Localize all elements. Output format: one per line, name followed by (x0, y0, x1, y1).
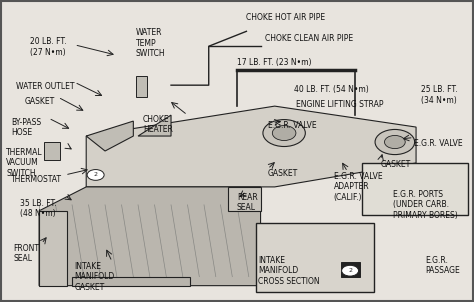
Text: FRONT
SEAL: FRONT SEAL (13, 244, 39, 263)
Text: BY-PASS
HOSE: BY-PASS HOSE (11, 118, 41, 137)
Text: 35 LB. FT.
(48 N•m): 35 LB. FT. (48 N•m) (20, 199, 57, 218)
Text: CHOKE CLEAN AIR PIPE: CHOKE CLEAN AIR PIPE (265, 34, 354, 43)
Text: WATER OUTLET: WATER OUTLET (16, 82, 74, 91)
Text: THERMOSTAT: THERMOSTAT (11, 175, 62, 184)
Text: INTAKE
MANIFOLD
GASKET: INTAKE MANIFOLD GASKET (74, 262, 115, 291)
Polygon shape (138, 115, 171, 136)
Circle shape (87, 169, 104, 180)
Text: CHOKE HOT AIR PIPE: CHOKE HOT AIR PIPE (246, 13, 326, 22)
Text: E.G.R. VALVE: E.G.R. VALVE (414, 139, 462, 148)
Text: E.G.R. PORTS
(UNDER CARB.
PRIMARY BORES): E.G.R. PORTS (UNDER CARB. PRIMARY BORES) (392, 190, 457, 220)
Text: THERMAL
VACUUM
SWITCH: THERMAL VACUUM SWITCH (6, 148, 43, 178)
Bar (136, 76, 147, 97)
Text: 2: 2 (94, 172, 98, 178)
Polygon shape (72, 277, 190, 286)
Text: 20 LB. FT.
(27 N•m): 20 LB. FT. (27 N•m) (30, 37, 66, 57)
Circle shape (263, 120, 305, 146)
Text: WATER
TEMP
SWITCH: WATER TEMP SWITCH (136, 28, 165, 58)
Circle shape (342, 265, 358, 276)
Text: E.G.R. VALVE
ADAPTER
(CALIF.): E.G.R. VALVE ADAPTER (CALIF.) (334, 172, 382, 202)
Polygon shape (86, 121, 133, 151)
Circle shape (375, 130, 415, 155)
Text: REAR
SEAL: REAR SEAL (237, 193, 258, 212)
Circle shape (384, 135, 405, 149)
Bar (44, 142, 60, 160)
Polygon shape (39, 211, 67, 286)
Text: E.G.R. VALVE: E.G.R. VALVE (268, 121, 316, 130)
Polygon shape (86, 106, 416, 187)
Text: GASKET: GASKET (268, 169, 298, 178)
Polygon shape (39, 187, 261, 286)
Text: ENGINE LIFTING STRAP: ENGINE LIFTING STRAP (296, 100, 383, 109)
Text: 40 LB. FT. (54 N•m): 40 LB. FT. (54 N•m) (293, 85, 368, 94)
Bar (256, 223, 374, 292)
Bar (362, 163, 468, 215)
Text: CHOKE
HEATER: CHOKE HEATER (143, 115, 173, 134)
Bar (341, 262, 359, 277)
Text: INTAKE
MANIFOLD
CROSS SECTION: INTAKE MANIFOLD CROSS SECTION (258, 256, 320, 285)
Circle shape (273, 126, 296, 140)
Text: GASKET: GASKET (25, 97, 55, 106)
Text: 2: 2 (348, 268, 352, 273)
Text: GASKET: GASKET (381, 160, 411, 169)
Text: 17 LB. FT. (23 N•m): 17 LB. FT. (23 N•m) (237, 58, 311, 67)
Text: 25 LB. FT.
(34 N•m): 25 LB. FT. (34 N•m) (421, 85, 457, 104)
Polygon shape (228, 187, 261, 211)
Text: E.G.R.
PASSAGE: E.G.R. PASSAGE (426, 256, 460, 275)
